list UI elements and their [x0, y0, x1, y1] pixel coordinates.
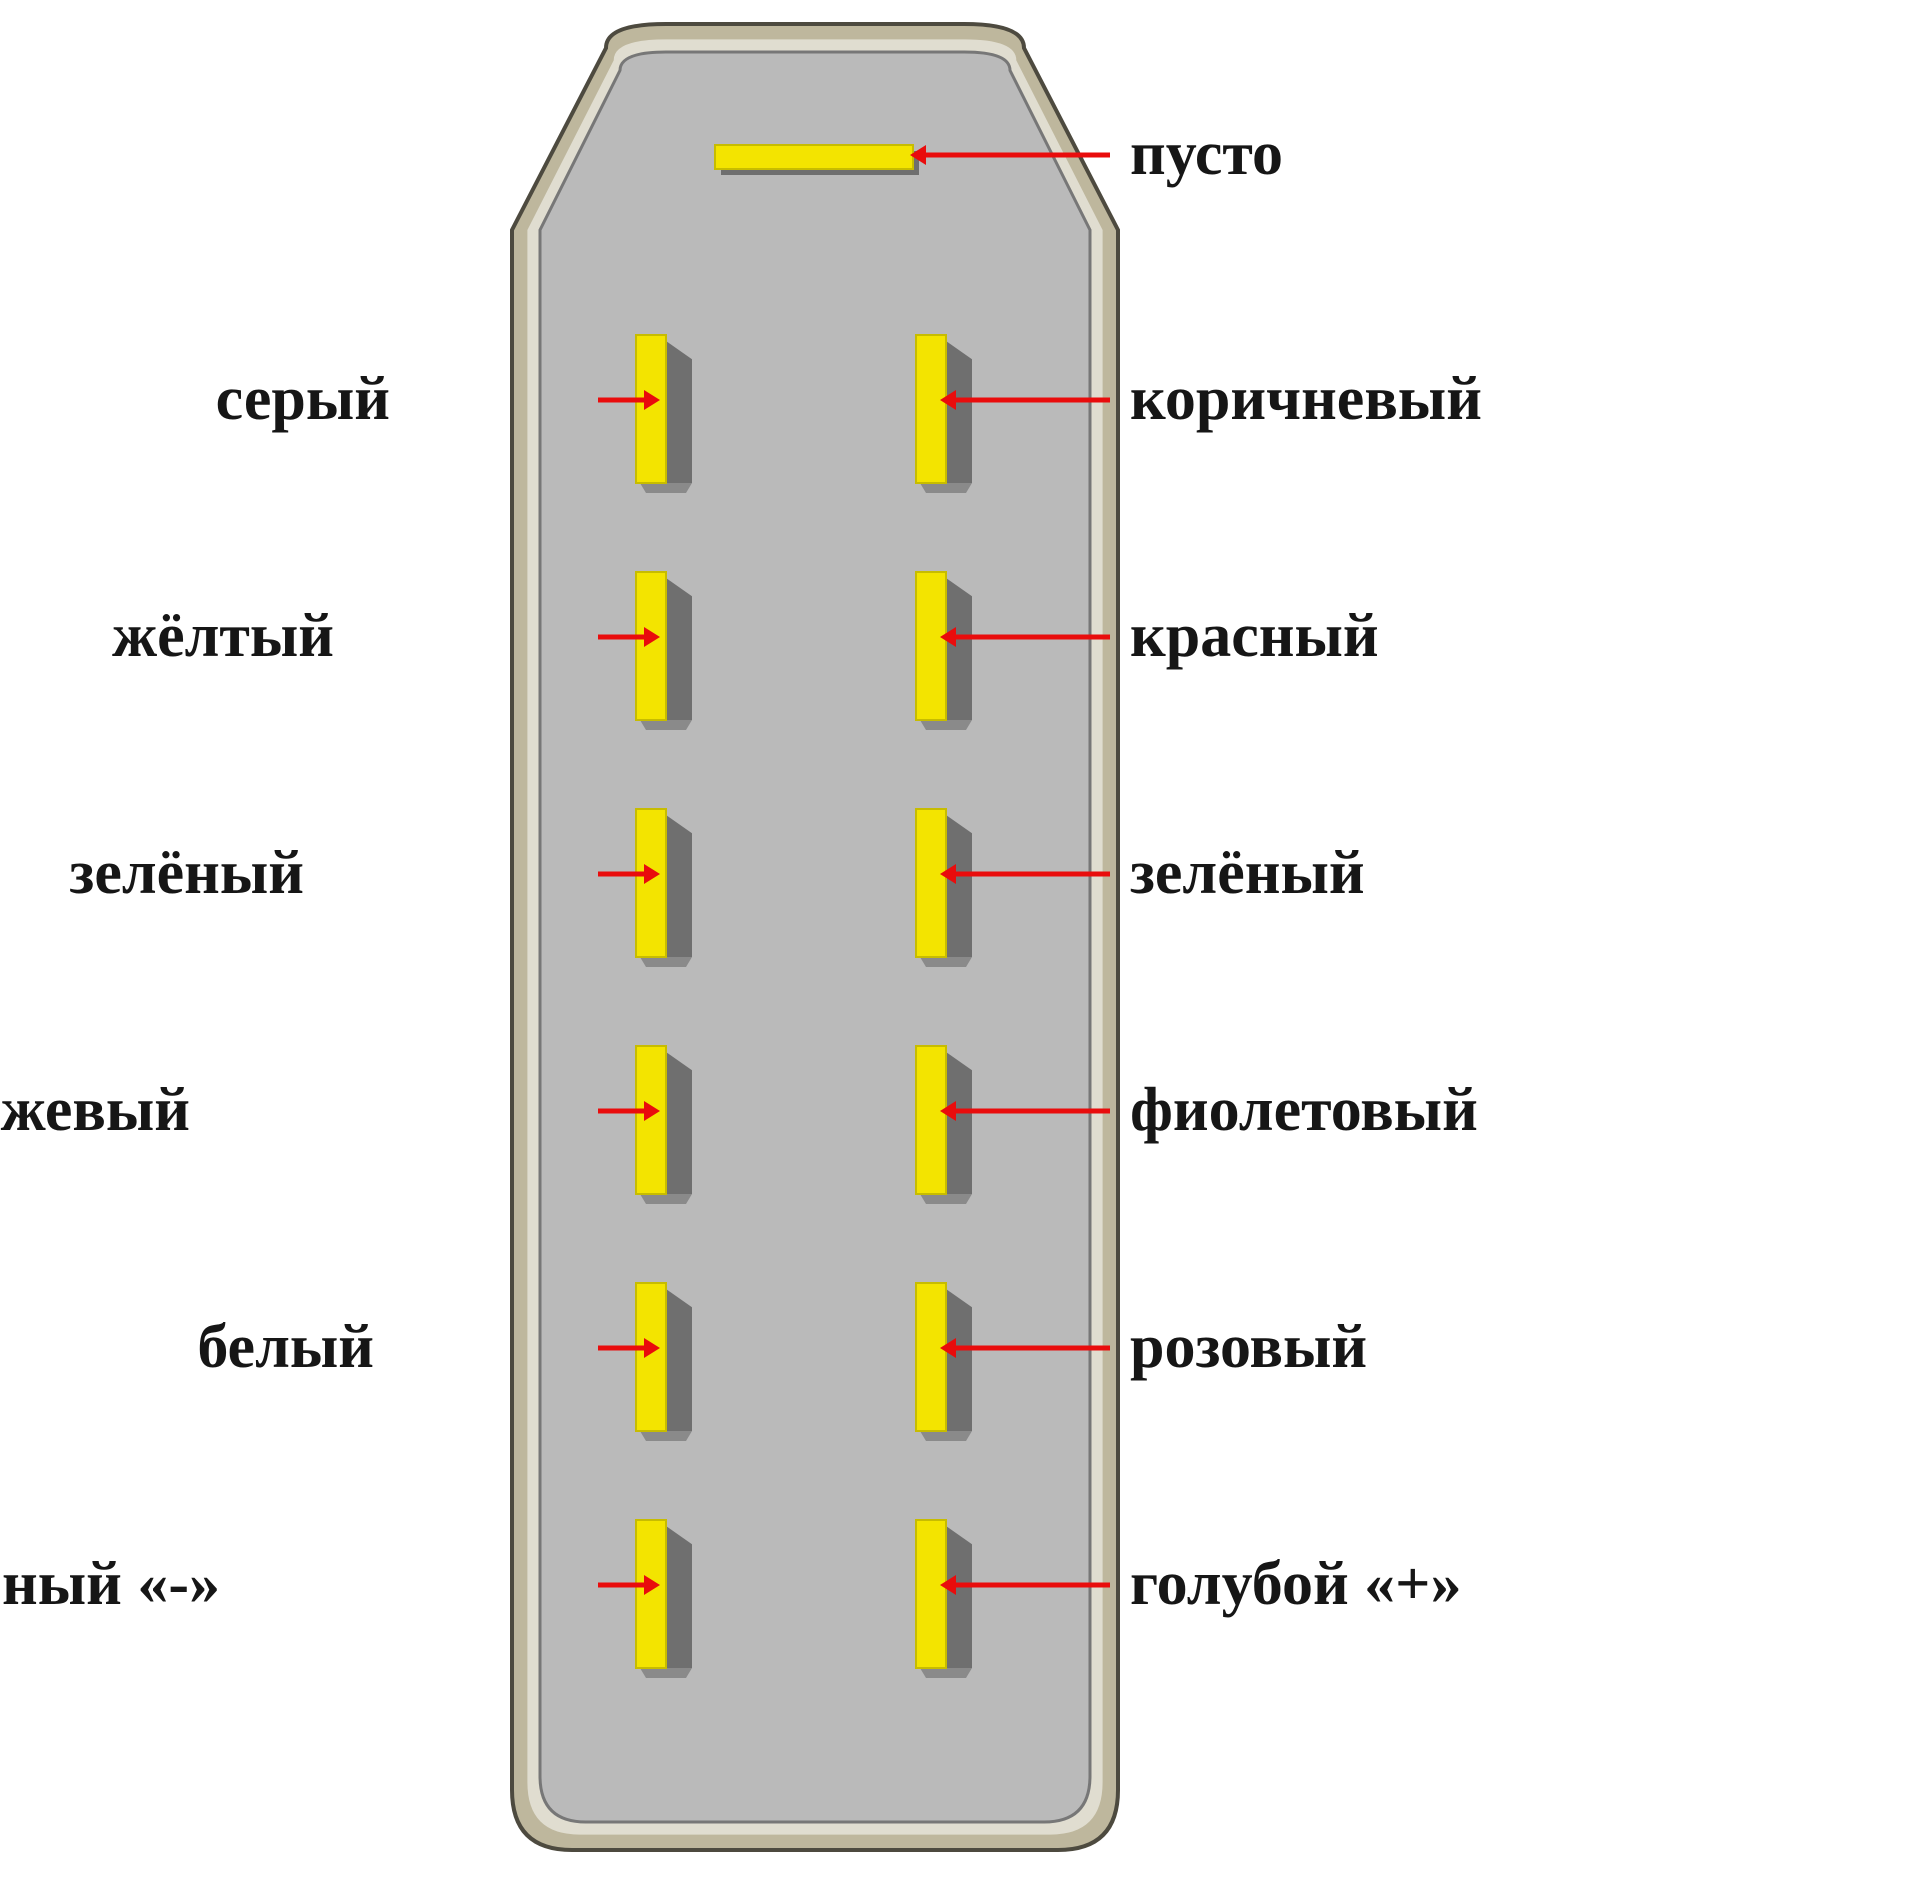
label-left-1: серый [216, 364, 390, 435]
connector-pinout-diagram: { "canvas":{"w":1920,"h":1891,"bg":"#fff… [0, 0, 1920, 1891]
label-left-4: оранжевый [0, 1075, 190, 1146]
label-right-3: зелёный [1130, 838, 1365, 909]
label-left-5: белый [197, 1312, 374, 1383]
label-right-4: фиолетовый [1130, 1075, 1478, 1146]
diagram-svg [0, 0, 1920, 1891]
label-left-3: зелёный [69, 838, 304, 909]
label-top-empty: пусто [1130, 119, 1283, 190]
label-right-6: голубой «+» [1130, 1549, 1462, 1620]
label-right-5: розовый [1130, 1312, 1367, 1383]
label-left-6: чёрный «-» [0, 1549, 220, 1620]
label-left-2: жёлтый [112, 601, 334, 672]
label-right-2: красный [1130, 601, 1379, 672]
label-right-1: коричневый [1130, 364, 1482, 435]
